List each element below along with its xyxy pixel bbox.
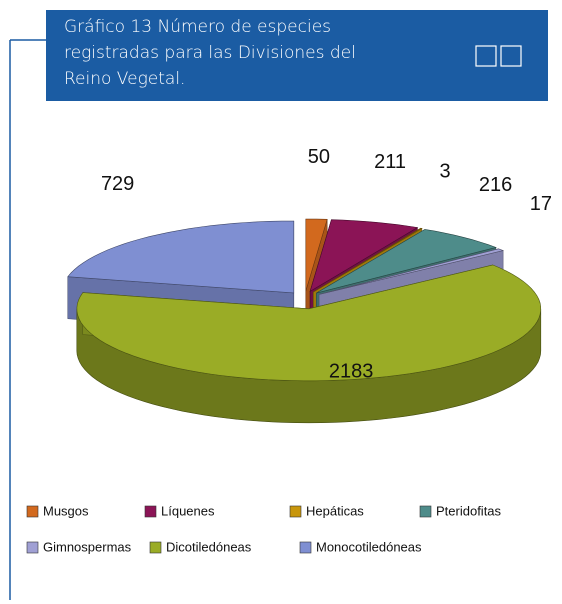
chart-title: Gráfico 13 Número de especies xyxy=(64,17,331,37)
legend-swatch xyxy=(26,541,39,554)
chart-title: registradas para las Divisiones del xyxy=(64,43,356,63)
legend-swatch xyxy=(419,505,432,518)
legend-label: Pteridofitas xyxy=(436,503,502,518)
legend-swatch xyxy=(144,505,157,518)
slice-top xyxy=(305,218,328,292)
legend-label: Dicotiledóneas xyxy=(166,539,252,554)
slice-top xyxy=(76,264,541,382)
value-label: 17 xyxy=(530,193,552,215)
legend-swatch xyxy=(299,541,312,554)
legend-label: Monocotiledóneas xyxy=(316,539,422,554)
slice-top xyxy=(67,220,295,294)
value-label: 216 xyxy=(479,174,512,196)
slice-top xyxy=(313,227,423,293)
title-box xyxy=(46,10,548,101)
legend-swatch xyxy=(149,541,162,554)
value-label: 211 xyxy=(374,151,406,173)
slice-top xyxy=(316,229,497,294)
legend-swatch xyxy=(26,505,39,518)
value-label: 729 xyxy=(101,173,134,195)
slice-top xyxy=(319,248,505,295)
value-label: 3 xyxy=(439,160,450,182)
legend-label: Líquenes xyxy=(161,503,215,518)
value-label: 2183 xyxy=(329,360,374,382)
value-label: 50 xyxy=(308,146,330,168)
legend-label: Hepáticas xyxy=(306,503,364,518)
slice-top xyxy=(309,219,419,293)
slice xyxy=(76,264,542,424)
legend-label: Musgos xyxy=(43,503,89,518)
legend-swatch xyxy=(289,505,302,518)
icon-square xyxy=(475,45,497,67)
chart-title: Reino Vegetal. xyxy=(64,69,185,89)
icon-square xyxy=(500,45,522,67)
legend-label: Gimnospermas xyxy=(43,539,132,554)
